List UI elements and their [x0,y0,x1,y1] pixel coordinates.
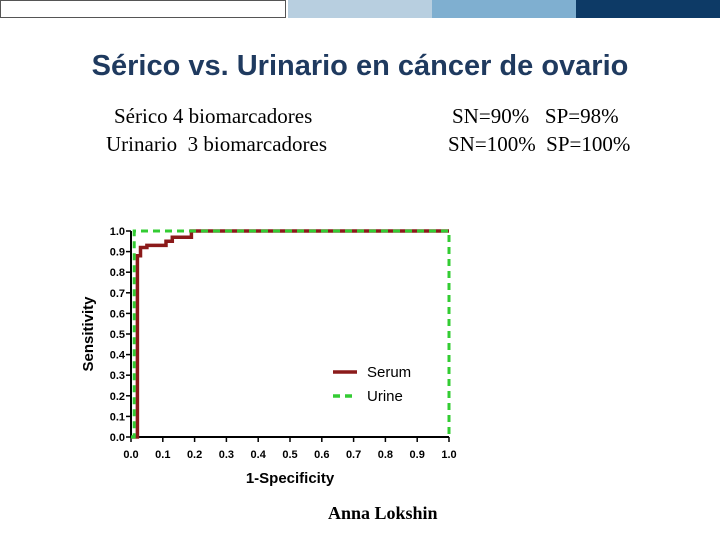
series-line-serum [131,229,449,439]
urine-biomarker-label: Urinario 3 biomarcadores [106,132,328,156]
x-tick-label: 0.0 [123,449,138,461]
y-tick-label: 0.5 [110,329,125,341]
header-bar-segment [576,0,720,18]
x-tick-label: 0.6 [314,449,329,461]
slide-title: Sérico vs. Urinario en cáncer de ovario [91,50,629,82]
y-tick-label: 0.3 [110,370,125,382]
x-tick-label: 1.0 [441,449,456,461]
header-bar [0,0,720,18]
header-bar-segment [288,0,432,18]
legend-label-urine: Urine [367,388,403,405]
header-bar-segment [0,0,286,18]
serum-performance-values: SN=90% SP=98% [452,104,619,128]
y-tick-label: 0.9 [110,247,125,259]
series-line-urine [131,229,451,439]
y-tick-label: 0.8 [110,267,125,279]
urine-performance-values: SN=100% SP=100% [448,132,631,156]
x-tick-label: 0.4 [251,449,267,461]
y-tick-label: 1.0 [110,226,125,238]
x-tick-label: 0.2 [187,449,202,461]
x-tick-label: 0.8 [378,449,393,461]
x-tick-label: 0.9 [410,449,425,461]
y-tick-label: 0.1 [110,411,125,423]
y-tick-label: 0.6 [110,308,125,320]
serum-biomarker-label: Sérico 4 biomarcadores [114,104,313,128]
y-tick-label: 0.0 [110,432,125,444]
x-tick-label: 0.3 [219,449,234,461]
y-tick-label: 0.4 [110,350,126,362]
y-tick-label: 0.7 [110,288,125,300]
x-axis-title: 1-Specificity [246,470,335,487]
y-axis-title: Sensitivity [80,296,97,372]
x-tick-label: 0.7 [346,449,361,461]
author-credit: Anna Lokshin [328,503,438,523]
y-tick-label: 0.2 [110,391,125,403]
x-tick-label: 0.1 [155,449,170,461]
x-tick-label: 0.5 [282,449,297,461]
header-bar-segment [432,0,576,18]
legend-label-serum: Serum [367,364,411,381]
